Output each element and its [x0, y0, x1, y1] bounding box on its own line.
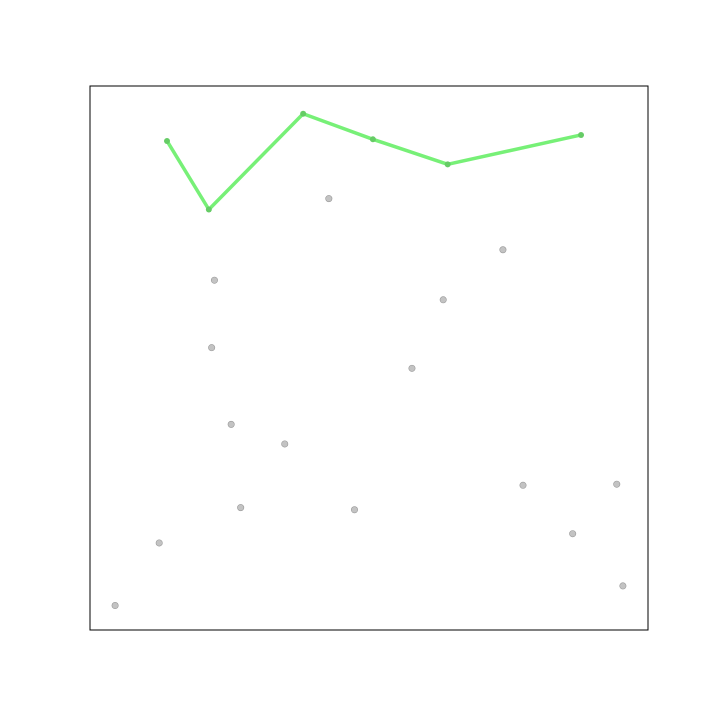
scatter-point-5 — [237, 504, 245, 512]
scatter-point-14 — [613, 480, 621, 488]
line-point-2 — [300, 110, 307, 117]
scatter-point-9 — [408, 364, 416, 372]
line-point-0 — [164, 137, 171, 144]
scatter-point-6 — [281, 440, 289, 448]
scatter-point-13 — [569, 530, 577, 538]
scatter-point-15 — [619, 582, 627, 590]
line-series — [165, 111, 583, 212]
line-point-3 — [369, 136, 376, 143]
scatter-point-7 — [325, 195, 333, 203]
scatter-point-0 — [111, 602, 119, 610]
plot-area — [89, 85, 649, 631]
scatter-point-3 — [210, 276, 218, 284]
scatter-point-10 — [439, 296, 447, 304]
line-point-5 — [578, 131, 585, 138]
scatter-point-2 — [208, 344, 216, 352]
line-point-4 — [444, 161, 451, 168]
scatter-point-4 — [227, 420, 235, 428]
scatter-point-1 — [155, 539, 163, 547]
scatter-point-8 — [350, 506, 358, 514]
line-layer — [164, 110, 585, 213]
line-point-1 — [205, 206, 212, 213]
scatter-point-12 — [519, 481, 527, 489]
scatter-point-11 — [499, 246, 507, 254]
scatter-layer — [111, 195, 627, 610]
